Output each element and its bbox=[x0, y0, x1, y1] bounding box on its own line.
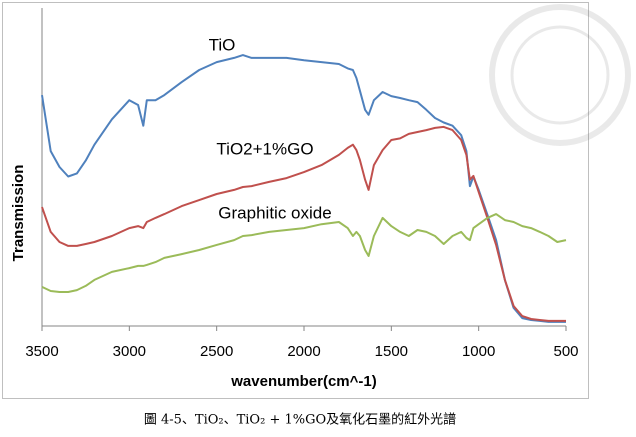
x-tick-label: 3500 bbox=[25, 343, 58, 360]
watermark-seal bbox=[489, 4, 631, 146]
series-line bbox=[41, 54, 566, 323]
y-axis-label: Transmission bbox=[10, 165, 27, 262]
x-tick-label: 1000 bbox=[462, 343, 495, 360]
series-label: Graphitic oxide bbox=[218, 203, 331, 222]
x-tick-label: 2000 bbox=[287, 343, 320, 360]
caption: 圖 4-5、TiO₂、TiO₂ + 1%GO及氧化石墨的紅外光譜 bbox=[144, 412, 456, 428]
series-line bbox=[41, 125, 566, 322]
x-axis-label: wavenumber(cm^-1) bbox=[230, 373, 376, 390]
series-label: TiO2+1%GO bbox=[216, 139, 313, 158]
chart-border bbox=[2, 2, 589, 399]
x-tick-label: 500 bbox=[553, 343, 578, 360]
x-tick-label: 2500 bbox=[200, 343, 233, 360]
series-label: TiO bbox=[209, 35, 236, 54]
x-tick-label: 1500 bbox=[375, 343, 408, 360]
x-tick-label: 3000 bbox=[113, 343, 146, 360]
series-line bbox=[41, 213, 567, 293]
